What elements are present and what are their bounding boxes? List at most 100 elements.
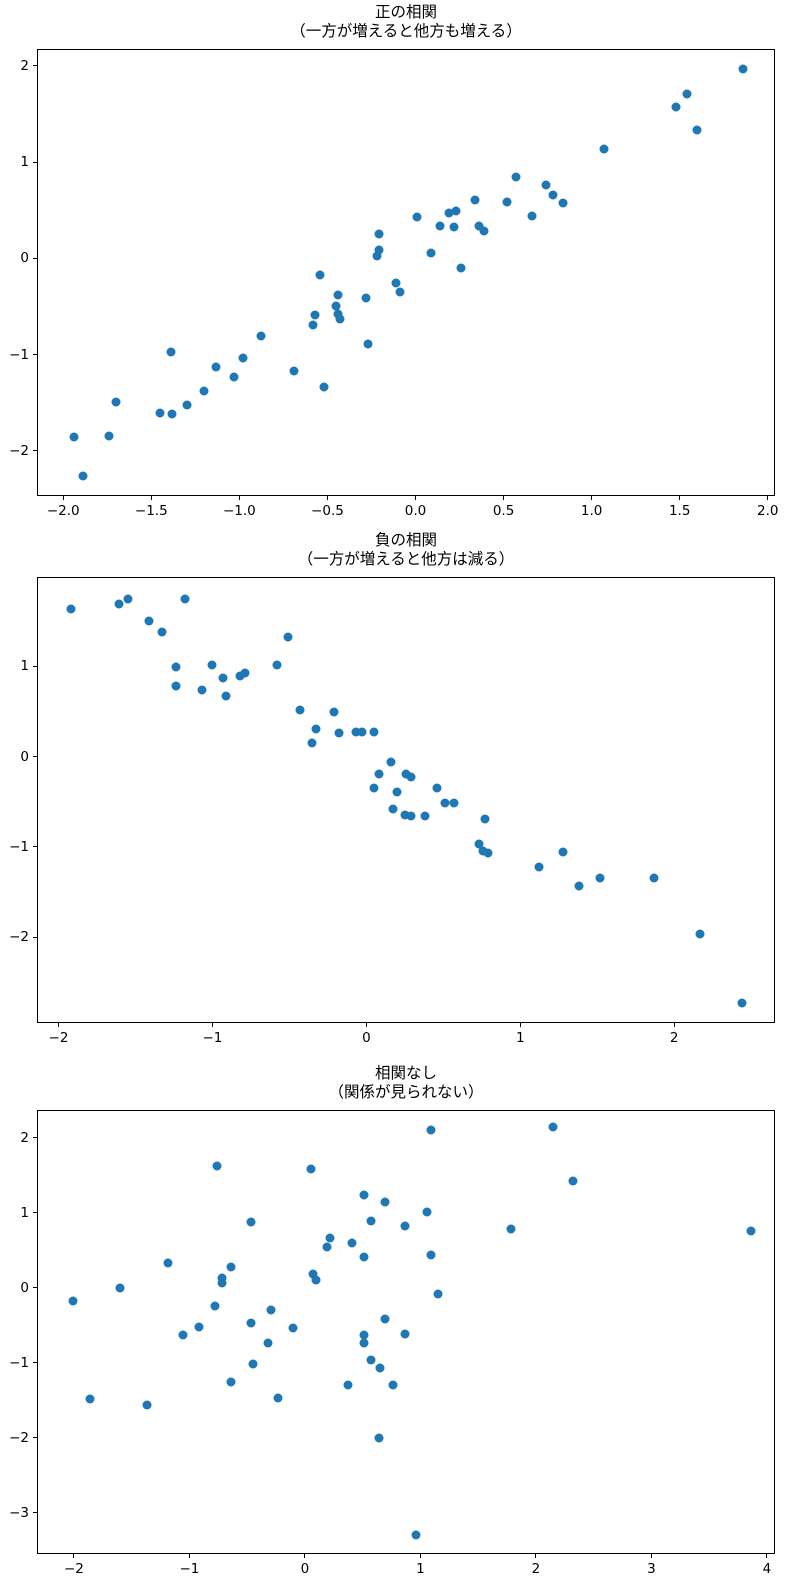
data-point [283,632,293,642]
data-point [226,1262,236,1272]
data-point [334,728,344,738]
data-point [163,1258,172,1268]
data-point [248,1359,258,1369]
data-point [456,263,466,273]
x-tick-mark [535,1554,537,1558]
data-point [380,1197,390,1207]
x-tick-label: 1 [515,1030,525,1046]
data-point [388,1380,398,1389]
data-point [256,331,265,341]
data-point [308,320,318,330]
chart-title-line2: （一方が増えると他方は減る） [297,550,515,568]
data-point [380,1314,390,1324]
y-tick-label: 2 [20,57,29,74]
data-point [374,769,384,779]
data-point [483,848,493,858]
data-point [359,1252,369,1262]
data-point [114,599,124,609]
y-tick-mark [33,1362,37,1364]
x-tick-mark [365,1023,367,1027]
data-point [333,309,343,319]
data-point [451,206,461,216]
data-point [211,362,221,372]
data-point [322,1242,332,1251]
data-point [372,251,382,261]
data-point [695,929,705,939]
data-point [406,772,416,782]
data-point [207,660,217,670]
data-point [401,769,411,779]
data-point [155,408,165,418]
data-point [144,616,154,626]
x-tick-mark [767,496,769,500]
data-point [682,89,692,99]
y-tick-mark [33,450,37,452]
data-point [420,811,430,821]
data-point [329,707,339,717]
data-point [308,1269,318,1279]
data-point [449,222,459,232]
x-tick-mark [188,1554,190,1558]
x-tick-label: −1 [202,1030,223,1046]
data-point [180,594,190,604]
data-point [319,382,329,392]
y-tick-label: 0 [20,748,29,765]
data-point [369,727,379,737]
data-point [506,1224,516,1234]
y-tick-mark [33,1437,37,1439]
data-point [363,339,373,349]
data-point [548,190,558,200]
data-point [440,798,450,808]
data-point [111,397,121,407]
chart-title-positive: 正の相関 （一方が増えると他方も増える） [37,3,775,41]
data-point [171,681,181,691]
data-point [263,1338,273,1347]
data-point [123,594,133,604]
data-point [178,1330,188,1340]
data-point [272,660,282,670]
data-point [226,1377,236,1387]
data-point [470,195,480,205]
data-point [333,290,343,300]
x-tick-mark [591,496,593,500]
chart-title-negative: 負の相関 （一方が増えると他方は減る） [37,531,775,569]
y-tick-mark [33,354,37,356]
y-tick-mark [33,161,37,163]
y-tick-label: 1 [20,658,29,675]
data-point [218,673,228,683]
data-point [411,1530,421,1539]
x-tick-label: 0 [362,1030,371,1046]
data-point [649,873,659,883]
x-tick-label: −2.0 [46,503,80,519]
data-point [737,998,747,1008]
data-point [426,1125,436,1134]
y-tick-label: −2 [9,929,29,946]
data-point [534,862,544,872]
data-point [335,314,345,324]
x-tick-mark [238,496,240,500]
data-point [435,221,445,231]
data-point [366,1355,376,1365]
data-point [359,1338,369,1347]
y-tick-mark [33,65,37,67]
y-tick-mark [33,756,37,758]
x-tick-label: −1 [179,1561,200,1577]
data-point [347,1238,357,1248]
data-point [266,1305,276,1314]
x-tick-mark [519,1023,521,1027]
y-tick-label: −1 [9,346,29,363]
y-tick-label: 0 [20,250,29,267]
y-tick-mark [33,936,37,938]
x-tick-label: 1.0 [580,503,603,519]
data-point [311,1275,321,1284]
data-point [374,229,384,239]
data-point [671,102,681,112]
data-point [388,804,398,814]
data-point [478,846,488,856]
data-point [229,372,239,382]
data-point [738,64,748,74]
data-point [306,1164,316,1174]
data-point [558,847,568,857]
data-point [369,783,379,793]
